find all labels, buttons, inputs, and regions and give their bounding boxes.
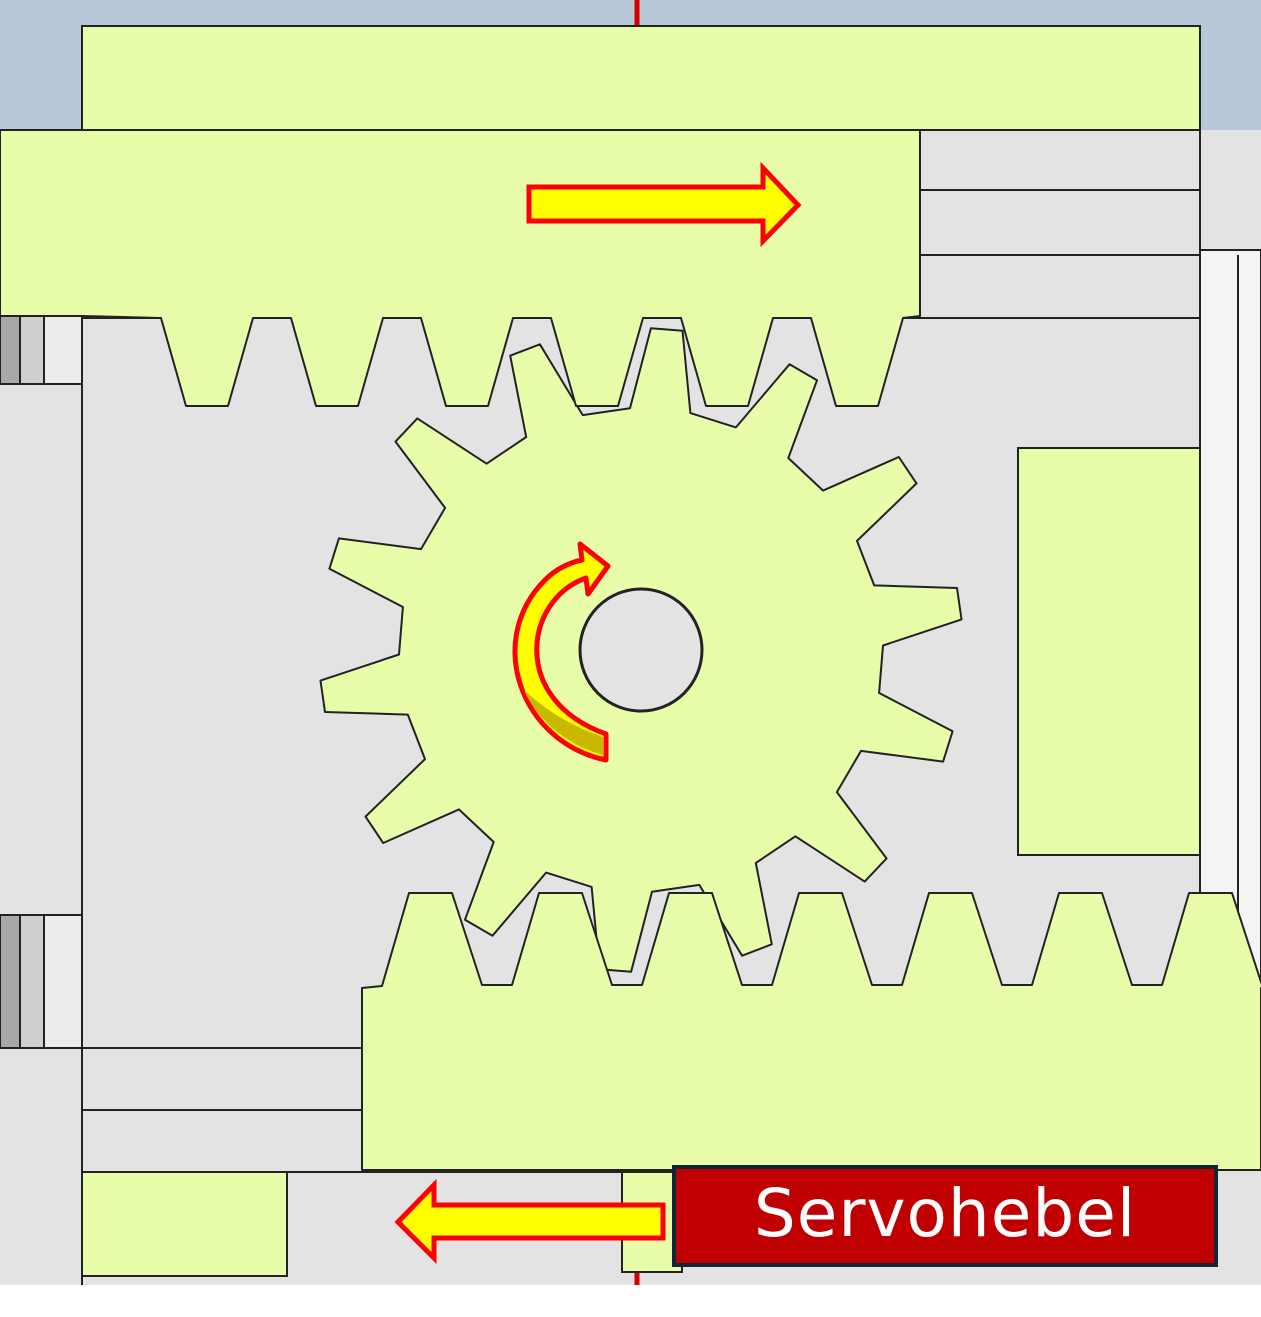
gear-hub [578,587,704,713]
left-bracket-upper [0,315,83,385]
background-bottom [0,1285,1261,1317]
servo-label: Servohebel [753,1175,1137,1252]
right-wall [1199,249,1261,986]
curved-arrow-shadow [524,690,603,755]
side-block [1017,447,1201,856]
arrow-right-icon [526,161,802,248]
lower-rack [361,892,1261,1171]
bottom-left-block [81,1171,288,1277]
servo-label-box: Servohebel [672,1165,1218,1267]
left-bracket-lower [0,914,83,1049]
top-plate [81,25,1201,131]
arrow-left-icon [394,1178,666,1265]
